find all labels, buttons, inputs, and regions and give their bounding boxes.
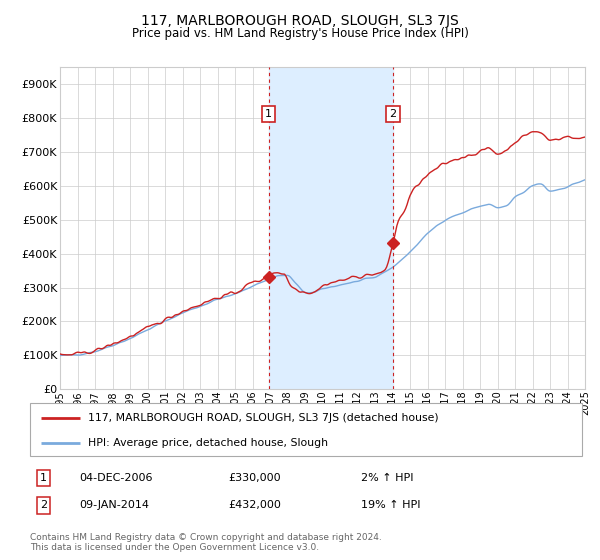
Text: 1: 1	[265, 109, 272, 119]
Text: 09-JAN-2014: 09-JAN-2014	[80, 501, 149, 510]
Text: 117, MARLBOROUGH ROAD, SLOUGH, SL3 7JS: 117, MARLBOROUGH ROAD, SLOUGH, SL3 7JS	[141, 14, 459, 28]
FancyBboxPatch shape	[30, 403, 582, 456]
Text: 2: 2	[389, 109, 397, 119]
Bar	[269, 67, 393, 389]
Text: HPI: Average price, detached house, Slough: HPI: Average price, detached house, Slou…	[88, 438, 328, 448]
Text: 2: 2	[40, 501, 47, 510]
Text: 19% ↑ HPI: 19% ↑ HPI	[361, 501, 421, 510]
Text: 1: 1	[40, 473, 47, 483]
Text: £432,000: £432,000	[229, 501, 281, 510]
Text: £330,000: £330,000	[229, 473, 281, 483]
Text: 2% ↑ HPI: 2% ↑ HPI	[361, 473, 414, 483]
Text: Price paid vs. HM Land Registry's House Price Index (HPI): Price paid vs. HM Land Registry's House …	[131, 27, 469, 40]
Text: Contains HM Land Registry data © Crown copyright and database right 2024.
This d: Contains HM Land Registry data © Crown c…	[30, 533, 382, 552]
Text: 04-DEC-2006: 04-DEC-2006	[80, 473, 153, 483]
Text: 117, MARLBOROUGH ROAD, SLOUGH, SL3 7JS (detached house): 117, MARLBOROUGH ROAD, SLOUGH, SL3 7JS (…	[88, 413, 439, 423]
